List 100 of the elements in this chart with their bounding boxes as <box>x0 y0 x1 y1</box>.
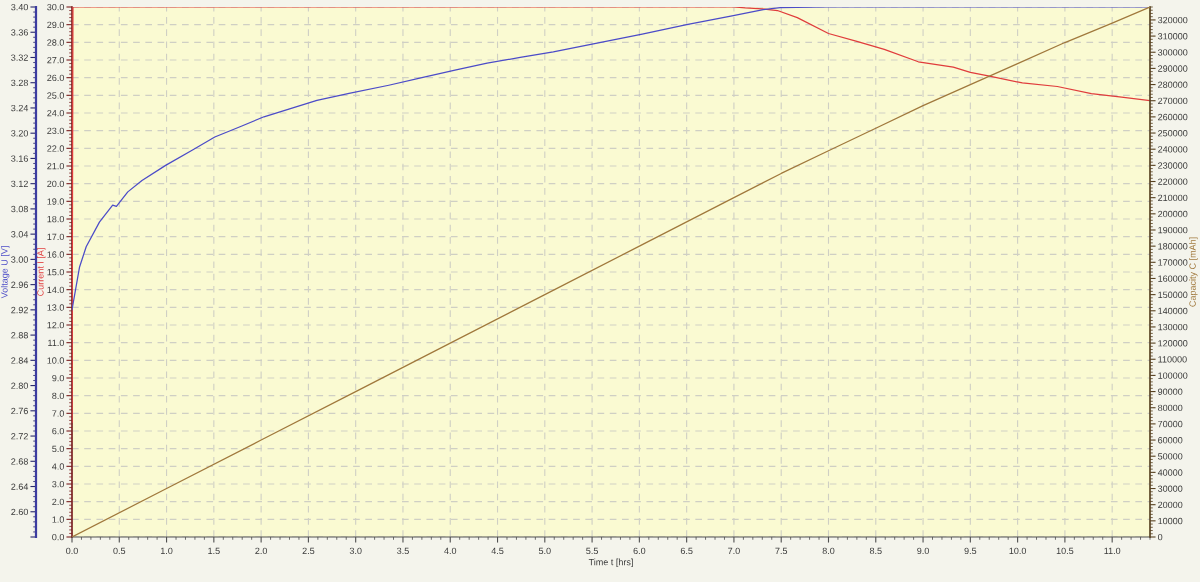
y-tick-label: 14.0 <box>47 286 65 294</box>
x-tick-label: 11.0 <box>1104 547 1121 555</box>
line-series <box>72 7 1150 311</box>
y3-tick-label: 30000 <box>1157 485 1183 492</box>
y3-tick-label: 40000 <box>1157 469 1183 476</box>
y-tick-label: 6.0 <box>52 427 65 435</box>
y-tick-label: 20.0 <box>47 180 65 188</box>
y3-tick-label: 220000 <box>1158 178 1188 185</box>
y-tick-label: 13.0 <box>47 304 65 311</box>
y-tick-label: 2.0 <box>52 498 65 506</box>
y3-tick-label: 160000 <box>1158 275 1188 282</box>
y2-tick-label: 3.16 <box>11 155 28 162</box>
x-tick-label: 2.5 <box>302 547 315 555</box>
y-tick-label: 18.0 <box>47 215 65 223</box>
x-tick-label: 3.5 <box>397 547 409 555</box>
y2-tick-label: 2.84 <box>11 357 29 364</box>
y2-tick-label: 3.04 <box>11 231 29 238</box>
y2-tick-label: 3.12 <box>11 180 28 188</box>
x-tick-label: 6.0 <box>633 547 646 555</box>
x-tick-label: 4.5 <box>491 547 504 555</box>
y-tick-label: 15.0 <box>47 268 65 276</box>
line-series <box>72 7 1150 423</box>
y3-tick-label: 200000 <box>1158 210 1188 218</box>
y-tick-label: 26.0 <box>47 74 65 82</box>
y2-tick-label: 3.40 <box>11 3 29 11</box>
y2-tick-label: 2.80 <box>11 382 29 389</box>
y2-tick-label: 3.00 <box>11 256 29 263</box>
x-tick-label: 0.0 <box>66 547 78 555</box>
y-tick-label: 23.0 <box>47 127 65 135</box>
y2-tick-label: 2.64 <box>11 483 29 490</box>
y-tick-label: 4.0 <box>52 463 65 470</box>
x-tick-label: 10.0 <box>1009 547 1027 555</box>
y3-tick-label: 170000 <box>1158 259 1188 266</box>
y2-tick-label: 2.60 <box>11 508 29 516</box>
y3-tick-label: 210000 <box>1158 194 1188 202</box>
y3-tick-label: 260000 <box>1158 113 1188 121</box>
y-tick-label: 3.0 <box>52 480 65 488</box>
x-tick-label: 4.0 <box>444 547 457 555</box>
y3-tick-label: 110000 <box>1158 356 1187 363</box>
y-tick-label: 0.0 <box>52 533 65 541</box>
y-tick-label: 16.0 <box>47 251 65 258</box>
y3-tick-label: 250000 <box>1158 130 1188 137</box>
y3-tick-label: 310000 <box>1157 33 1188 40</box>
y3-tick-label: 180000 <box>1158 243 1188 250</box>
y3-tick-label: 120000 <box>1158 340 1188 347</box>
y3-tick-label: 20000 <box>1158 501 1183 509</box>
y-tick-label: 8.0 <box>52 392 65 400</box>
y-tick-label: 22.0 <box>47 145 65 152</box>
y3-tick-label: 230000 <box>1158 162 1188 169</box>
y2-tick-label: 3.32 <box>11 54 28 61</box>
y-tick-label: 9.0 <box>52 374 65 382</box>
y3-tick-label: 300000 <box>1157 49 1188 56</box>
y2-tick-label: 2.68 <box>11 458 28 465</box>
y-tick-label: 28.0 <box>47 39 65 46</box>
x-tick-label: 9.5 <box>964 547 977 555</box>
y3-tick-label: 100000 <box>1158 372 1188 379</box>
x-tick-label: 3.0 <box>349 547 362 555</box>
y3-axis-title: Capacity C [mAh] <box>1189 237 1198 307</box>
x-tick-label: 5.5 <box>586 547 598 555</box>
y-axis-title: Current I [A] <box>36 248 46 296</box>
y3-tick-label: 140000 <box>1158 307 1188 315</box>
y-tick-label: 1.0 <box>52 516 65 523</box>
x-axis-title: Time t [hrs] <box>588 558 633 568</box>
y-tick-label: 25.0 <box>47 92 65 99</box>
x-tick-label: 7.5 <box>775 547 788 555</box>
y-tick-label: 5.0 <box>52 445 65 453</box>
x-tick-label: 6.5 <box>680 547 693 555</box>
y-tick-label: 11.0 <box>48 339 65 347</box>
y3-tick-label: 10000 <box>1158 517 1183 525</box>
y-tick-label: 17.0 <box>47 233 65 241</box>
y2-tick-label: 2.72 <box>11 433 28 440</box>
y3-tick-label: 90000 <box>1158 388 1183 395</box>
y2-tick-label: 2.92 <box>11 306 28 314</box>
y2-tick-label: 3.28 <box>11 79 28 87</box>
x-tick-label: 7.0 <box>728 547 740 555</box>
y-tick-label: 24.0 <box>47 109 65 117</box>
y-tick-label: 10.0 <box>47 357 65 364</box>
y3-tick-label: 240000 <box>1158 146 1188 153</box>
y2-tick-label: 3.36 <box>11 29 28 36</box>
y2-axis-title: Voltage U [V] <box>0 246 10 299</box>
y3-tick-label: 190000 <box>1158 226 1188 234</box>
y2-tick-label: 2.76 <box>11 407 28 415</box>
x-tick-label: 2.0 <box>255 547 268 555</box>
y3-tick-label: 70000 <box>1158 420 1183 428</box>
x-tick-label: 1.5 <box>208 547 220 555</box>
y-tick-label: 7.0 <box>52 410 65 417</box>
y2-tick-label: 3.20 <box>11 130 29 137</box>
x-tick-label: 0.5 <box>113 547 126 555</box>
y3-tick-label: 60000 <box>1158 437 1183 444</box>
x-tick-label: 8.0 <box>822 547 835 555</box>
y3-tick-label: 0 <box>1157 533 1163 541</box>
y-tick-label: 27.0 <box>47 56 65 64</box>
x-tick-label: 5.0 <box>538 547 551 555</box>
x-tick-label: 1.0 <box>160 547 173 555</box>
y3-tick-label: 80000 <box>1158 404 1183 412</box>
y2-tick-label: 2.88 <box>11 332 28 339</box>
x-tick-label: 9.0 <box>917 547 929 555</box>
y2-tick-label: 3.08 <box>11 205 28 213</box>
y3-tick-label: 290000 <box>1158 65 1188 72</box>
y-tick-label: 30.0 <box>47 3 65 11</box>
